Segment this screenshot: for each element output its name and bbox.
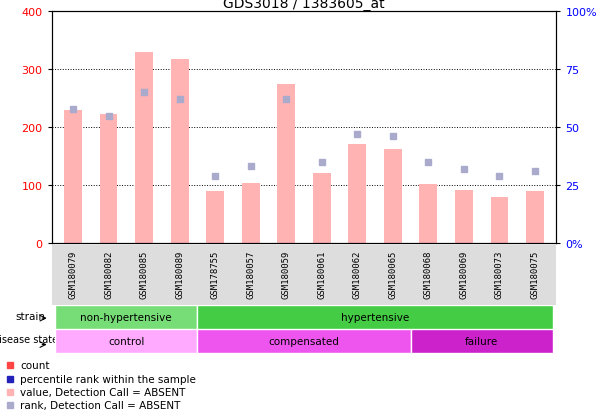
- Bar: [348, 145, 366, 243]
- Text: GSM180065: GSM180065: [389, 250, 398, 298]
- Text: failure: failure: [465, 336, 499, 346]
- Text: GSM180061: GSM180061: [317, 250, 326, 298]
- Bar: [171, 60, 188, 243]
- Bar: [198, 329, 410, 353]
- Bar: [55, 305, 198, 329]
- Bar: [313, 174, 331, 243]
- Text: strain: strain: [15, 311, 46, 321]
- Text: GSM180057: GSM180057: [246, 250, 255, 298]
- Text: GSM180089: GSM180089: [175, 250, 184, 298]
- Text: GSM180073: GSM180073: [495, 250, 504, 298]
- Bar: [526, 191, 544, 243]
- Text: GSM180085: GSM180085: [140, 250, 148, 298]
- Text: rank, Detection Call = ABSENT: rank, Detection Call = ABSENT: [20, 400, 181, 411]
- Text: GSM180079: GSM180079: [69, 250, 77, 298]
- Bar: [100, 115, 117, 243]
- Bar: [198, 305, 553, 329]
- Text: GSM180059: GSM180059: [282, 250, 291, 298]
- Bar: [55, 329, 198, 353]
- Text: non-hypertensive: non-hypertensive: [80, 312, 172, 322]
- Title: GDS3018 / 1383605_at: GDS3018 / 1383605_at: [223, 0, 385, 12]
- Text: disease state: disease state: [0, 334, 58, 344]
- Text: count: count: [20, 360, 49, 370]
- Text: control: control: [108, 336, 145, 346]
- Bar: [420, 184, 437, 243]
- Text: GSM180075: GSM180075: [531, 250, 539, 298]
- Bar: [455, 190, 473, 243]
- Text: GSM180068: GSM180068: [424, 250, 433, 298]
- Bar: [491, 197, 508, 243]
- Bar: [410, 329, 553, 353]
- Text: percentile rank within the sample: percentile rank within the sample: [20, 374, 196, 384]
- Text: value, Detection Call = ABSENT: value, Detection Call = ABSENT: [20, 387, 185, 397]
- Text: compensated: compensated: [269, 336, 339, 346]
- Text: hypertensive: hypertensive: [341, 312, 409, 322]
- Bar: [206, 191, 224, 243]
- Bar: [384, 150, 402, 243]
- Bar: [64, 111, 82, 243]
- Bar: [277, 85, 295, 243]
- Bar: [242, 183, 260, 243]
- Bar: [135, 53, 153, 243]
- Text: GSM180062: GSM180062: [353, 250, 362, 298]
- Text: GSM178755: GSM178755: [210, 250, 219, 298]
- Text: GSM180069: GSM180069: [460, 250, 468, 298]
- Text: GSM180082: GSM180082: [104, 250, 113, 298]
